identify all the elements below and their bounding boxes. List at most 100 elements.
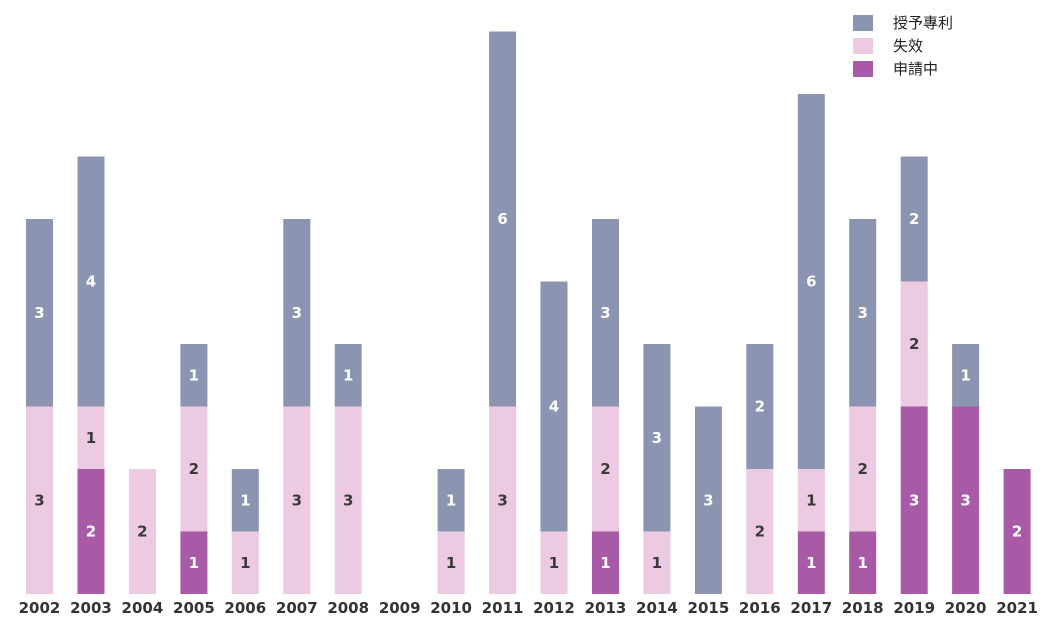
bar-segment-2014-series-1: [643, 531, 671, 594]
bar-segment-2016-series-2: [746, 344, 774, 469]
data-label-2005-series-0: 1: [189, 554, 199, 572]
data-label-2021-series-0: 2: [1012, 523, 1022, 541]
bar-segment-2006-series-1: [231, 531, 259, 594]
x-tick-label-2018: 2018: [842, 599, 884, 617]
data-label-2002-series-2: 3: [34, 304, 44, 322]
bar-segment-2012-series-1: [540, 531, 568, 594]
legend-label-0: 授予專利: [893, 14, 953, 32]
data-label-2020-series-2: 1: [960, 366, 970, 384]
bar-segment-2020-series-2: [952, 344, 980, 407]
x-tick-label-2012: 2012: [533, 599, 575, 617]
legend-label-2: 申請中: [893, 60, 938, 78]
legend-swatch-0: [853, 15, 873, 31]
data-label-2005-series-2: 1: [189, 366, 199, 384]
bar-segment-2018-series-2: [849, 219, 877, 407]
data-label-2008-series-2: 1: [343, 366, 353, 384]
bar-segment-2021-series-0: [1003, 469, 1031, 594]
x-tick-label-2011: 2011: [482, 599, 524, 617]
bar-segment-2013-series-2: [592, 219, 619, 407]
data-label-2003-series-2: 4: [86, 273, 96, 291]
bar-segment-2013-series-0: [592, 531, 619, 594]
x-tick-label-2021: 2021: [996, 599, 1038, 617]
data-label-2011-series-1: 3: [497, 491, 507, 509]
bar-segment-2018-series-0: [849, 531, 877, 594]
x-tick-label-2004: 2004: [122, 599, 164, 617]
bar-segment-2015-series-2: [694, 406, 722, 594]
data-label-2019-series-1: 2: [909, 335, 919, 353]
data-label-2016-series-2: 2: [755, 398, 765, 416]
data-label-2004-series-1: 2: [137, 523, 147, 541]
x-axis-ticks: 2002 2003 2004 2005 2006 2007 2008 2009 2010 2011…: [19, 599, 1038, 617]
legend-swatch-2: [853, 61, 873, 77]
data-label-2006-series-1: 1: [240, 554, 250, 572]
bar-segment-2002-series-1: [26, 406, 53, 594]
bar-segment-2008-series-2: [334, 344, 362, 407]
x-tick-label-2005: 2005: [173, 599, 215, 617]
bar-segment-2008-series-1: [334, 406, 362, 594]
x-tick-label-2016: 2016: [739, 599, 781, 617]
bar-segment-2003-series-2: [77, 156, 105, 407]
bar-segment-2012-series-2: [540, 281, 568, 532]
legend-swatch-1: [853, 38, 873, 54]
bar-segment-2004-series-1: [128, 469, 156, 594]
data-label-2019-series-0: 3: [909, 491, 919, 509]
x-tick-label-2015: 2015: [688, 599, 730, 617]
data-label-2013-series-2: 3: [600, 304, 610, 322]
data-label-2005-series-1: 2: [189, 460, 199, 478]
x-tick-label-2017: 2017: [790, 599, 832, 617]
bar-segment-2003-series-1: [77, 406, 105, 469]
data-label-2017-series-2: 6: [806, 273, 816, 291]
bar-segment-2010-series-1: [437, 531, 465, 594]
x-tick-label-2020: 2020: [945, 599, 987, 617]
legend-label-1: 失效: [893, 37, 923, 55]
data-label-2003-series-0: 2: [86, 523, 96, 541]
data-label-2019-series-2: 2: [909, 210, 919, 228]
bar-segment-2013-series-1: [592, 406, 619, 532]
bar-segment-2017-series-0: [797, 531, 825, 594]
bar-segment-2011-series-1: [489, 406, 517, 594]
data-label-2017-series-1: 1: [806, 491, 816, 509]
data-label-2003-series-1: 1: [86, 429, 96, 447]
data-label-2010-series-2: 1: [446, 491, 456, 509]
data-label-2013-series-0: 1: [600, 554, 610, 572]
data-label-2008-series-1: 3: [343, 491, 353, 509]
bar-segment-2007-series-1: [283, 406, 311, 594]
bar-segment-2019-series-0: [900, 406, 928, 594]
data-label-2018-series-0: 1: [857, 554, 867, 572]
data-label-2017-series-0: 1: [806, 554, 816, 572]
bar-segment-2020-series-0: [952, 406, 980, 594]
bar-segment-2018-series-1: [849, 406, 877, 532]
data-label-2020-series-0: 3: [960, 491, 970, 509]
data-label-2013-series-1: 2: [600, 460, 610, 478]
x-tick-label-2003: 2003: [70, 599, 112, 617]
bar-segment-2002-series-2: [26, 219, 53, 407]
x-tick-label-2013: 2013: [585, 599, 627, 617]
data-label-2012-series-1: 1: [549, 554, 559, 572]
bar-segment-2005-series-0: [180, 531, 208, 594]
bar-segment-2011-series-2: [489, 31, 517, 407]
data-label-2018-series-1: 2: [857, 460, 867, 478]
data-label-2006-series-2: 1: [240, 491, 250, 509]
x-tick-label-2010: 2010: [430, 599, 472, 617]
bar-segment-2019-series-1: [900, 281, 928, 407]
data-label-2007-series-1: 3: [292, 491, 302, 509]
bar-segment-2007-series-2: [283, 219, 311, 407]
x-tick-label-2019: 2019: [893, 599, 935, 617]
data-label-2007-series-2: 3: [292, 304, 302, 322]
x-tick-label-2009: 2009: [379, 599, 421, 617]
bar-segment-2014-series-2: [643, 344, 671, 532]
bar-segment-2019-series-2: [900, 156, 928, 282]
bar-segment-2005-series-2: [180, 344, 208, 407]
data-label-2016-series-1: 2: [755, 523, 765, 541]
data-label-2011-series-2: 6: [497, 210, 507, 228]
data-label-2010-series-1: 1: [446, 554, 456, 572]
data-label-2002-series-1: 3: [34, 491, 44, 509]
x-tick-label-2008: 2008: [327, 599, 369, 617]
bar-segment-2006-series-2: [231, 469, 259, 532]
bar-segment-2017-series-2: [797, 94, 825, 469]
bar-segment-2005-series-1: [180, 406, 208, 532]
data-label-2014-series-2: 3: [652, 429, 662, 447]
